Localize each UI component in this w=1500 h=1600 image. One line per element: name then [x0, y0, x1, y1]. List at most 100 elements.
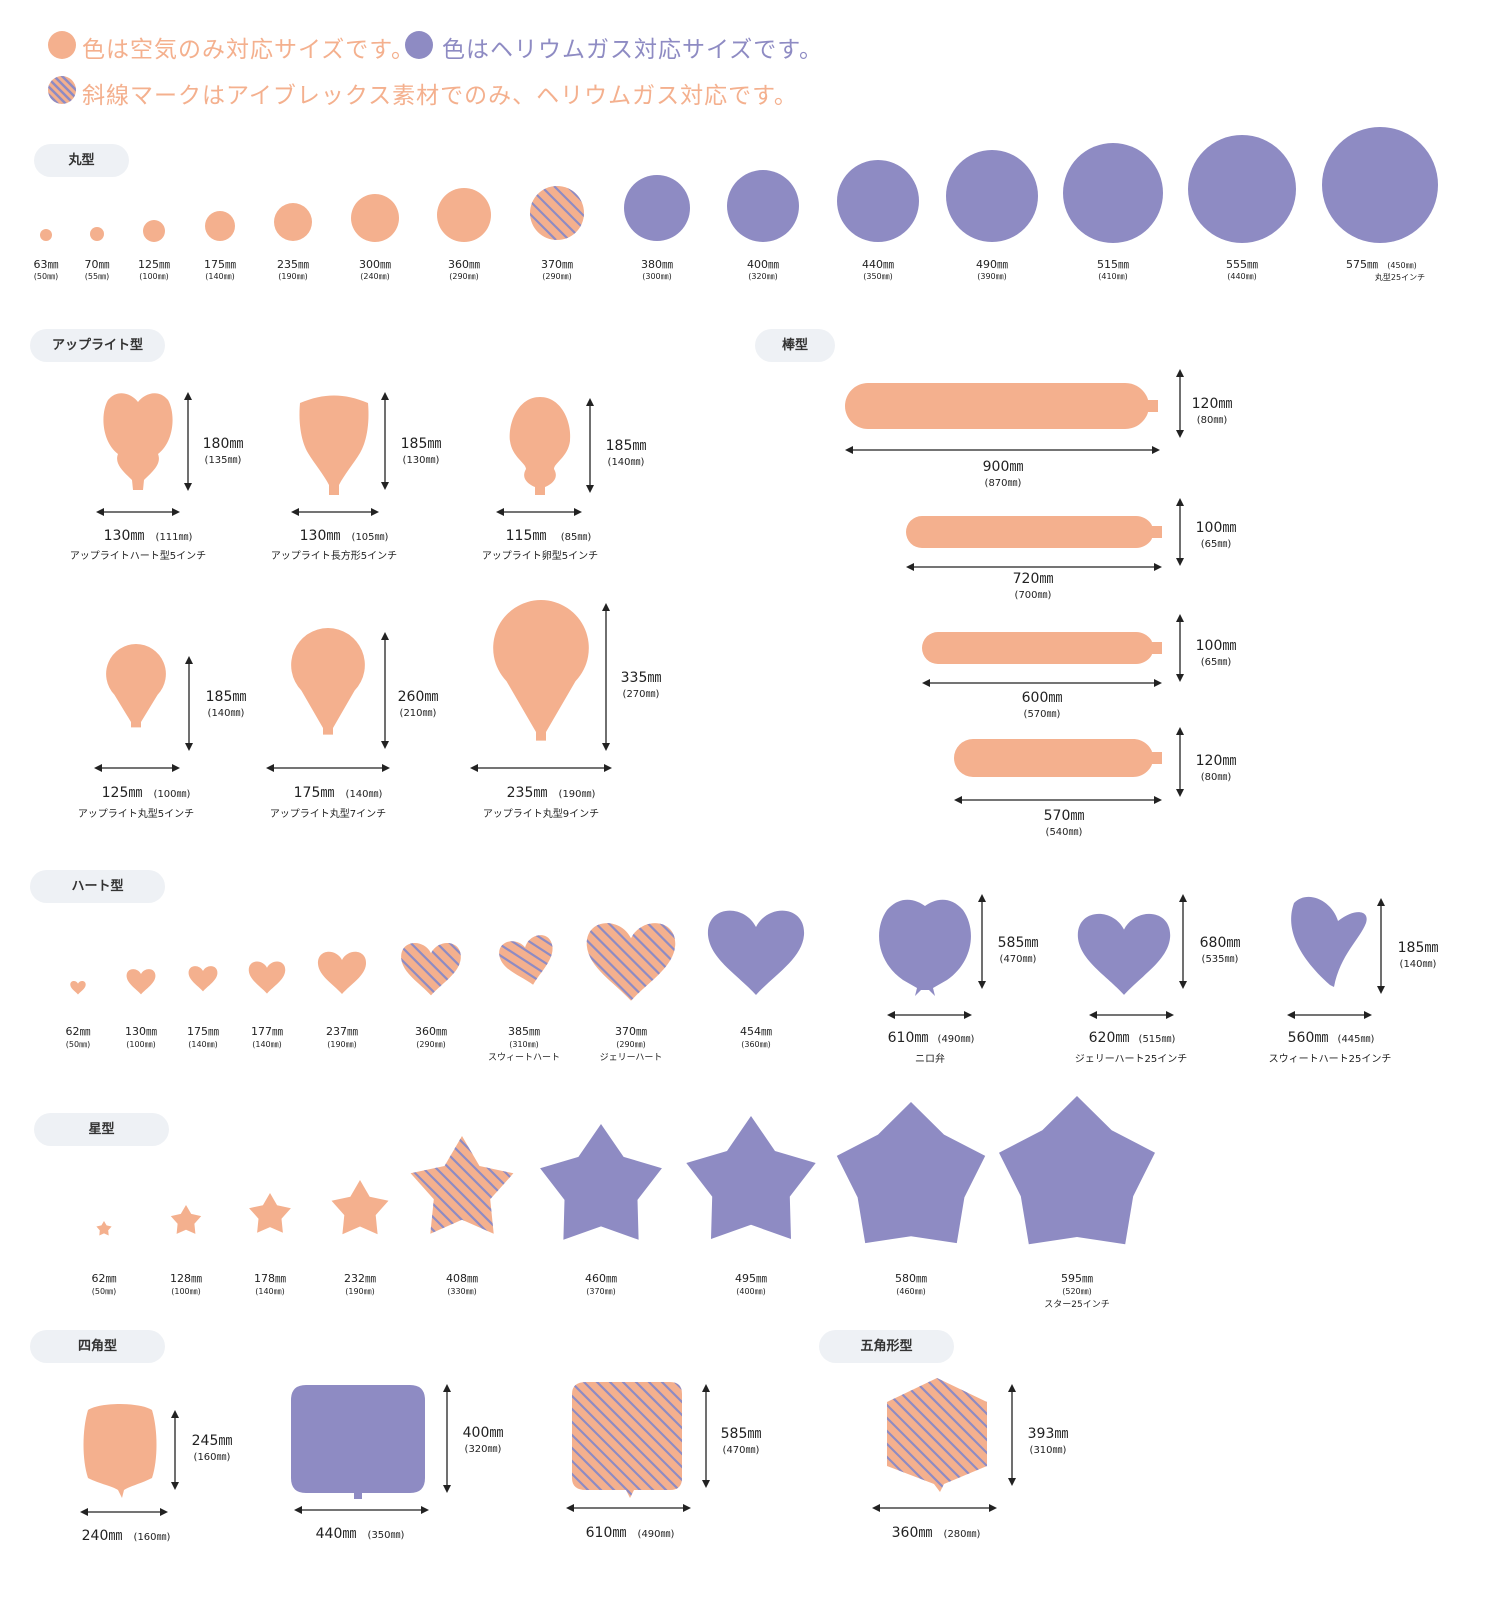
heart-size-label: 385㎜: [508, 1025, 540, 1038]
heart-size-label: 62㎜: [66, 1025, 91, 1038]
stick-balloon: [906, 516, 1162, 548]
heart-inner-size-label: (190㎜): [327, 1040, 357, 1049]
round-note-label: 丸型25インチ: [1375, 272, 1425, 282]
stick-diameter-arrow: [1176, 614, 1184, 682]
upright-width-arrow: [470, 764, 612, 772]
round-balloon: [946, 150, 1038, 242]
upright-name-label: アップライト長方形5インチ: [271, 549, 397, 562]
upright-width-inner-label: (111㎜): [156, 532, 193, 543]
square-width-inner-label: (350㎜): [368, 1530, 405, 1541]
star-size-label: 62㎜: [92, 1272, 117, 1285]
star-size-label: 178㎜: [254, 1272, 286, 1285]
round-inner-size-label: (55㎜): [85, 272, 109, 281]
heart-size-label: 130㎜: [125, 1025, 157, 1038]
upright-height-label: 335㎜: [621, 670, 662, 686]
square-width-label: 610㎜: [586, 1525, 627, 1541]
upright-name-label: アップライト丸型9インチ: [483, 807, 599, 820]
upright-height-arrow: [185, 656, 193, 751]
square-height-inner-label: (470㎜): [723, 1445, 760, 1456]
round-inner-size-label: (440㎜): [1227, 272, 1257, 281]
round-balloon: [437, 188, 491, 242]
large-heart-height-arrow: [1179, 894, 1187, 989]
stick-diameter-inner-label: (80㎜): [1201, 772, 1232, 783]
section-pentagon-label: 五角形型: [819, 1330, 954, 1363]
large-heart-height-inner-label: (535㎜): [1202, 954, 1239, 965]
square-width-arrow: [80, 1508, 168, 1516]
upright-width-label: 130㎜: [104, 528, 145, 544]
upright-width-arrow: [96, 508, 180, 516]
star-inner-size-label: (330㎜): [447, 1287, 477, 1296]
square-balloon: [572, 1382, 682, 1498]
round-inner-size-label: (390㎜): [977, 272, 1007, 281]
stick-balloon: [845, 383, 1158, 429]
upright-balloon: [106, 644, 166, 728]
large-heart-height-label: 185㎜: [1398, 940, 1439, 956]
upright-balloon: [493, 600, 589, 741]
stick-diameter-label: 120㎜: [1196, 753, 1237, 769]
star-size-label: 128㎜: [170, 1272, 202, 1285]
pentagon-height-inner-label: (310㎜): [1030, 1445, 1067, 1456]
pentagon-height-arrow: [1008, 1384, 1016, 1486]
round-size-label: 515㎜: [1097, 258, 1129, 271]
upright-height-arrow: [602, 603, 610, 751]
square-balloon: [83, 1404, 157, 1498]
stick-diameter-arrow: [1176, 727, 1184, 797]
upright-width-inner-label: (100㎜): [154, 789, 191, 800]
star-inner-size-label: (50㎜): [92, 1287, 116, 1296]
stick-length-inner-label: (570㎜): [1024, 709, 1061, 720]
heart-size-label: 237㎜: [326, 1025, 358, 1038]
heart-inner-size-label: (360㎜): [741, 1040, 771, 1049]
heart-inner-size-label: (100㎜): [126, 1040, 156, 1049]
round-balloon: [40, 229, 52, 241]
stripe-legend-text: 斜線マークはアイブレックス素材でのみ、ヘリウムガス対応です。: [82, 83, 798, 109]
upright-width-label: 130㎜: [300, 528, 341, 544]
round-inner-size-label: (140㎜): [205, 272, 235, 281]
upright-width-label: 235㎜: [507, 785, 548, 801]
round-balloon: [624, 175, 690, 241]
round-size-label: 63㎜: [34, 258, 59, 271]
upright-height-inner-label: (210㎜): [400, 708, 437, 719]
upright-width-arrow: [496, 508, 582, 516]
upright-height-label: 185㎜: [401, 436, 442, 452]
heart-balloon: [248, 961, 286, 994]
stick-length-inner-label: (700㎜): [1015, 590, 1052, 601]
star-size-label: 408㎜: [446, 1272, 478, 1285]
square-height-inner-label: (160㎜): [194, 1452, 231, 1463]
round-balloon: [727, 170, 799, 242]
star-size-label: 460㎜: [585, 1272, 617, 1285]
star-balloon: [96, 1221, 112, 1236]
star-note-label: スター25インチ: [1044, 1299, 1109, 1310]
stick-diameter-label: 100㎜: [1196, 520, 1237, 536]
star-inner-size-label: (190㎜): [345, 1287, 375, 1296]
stick-diameter-label: 120㎜: [1192, 396, 1233, 412]
pentagon-width-label: 360㎜: [892, 1525, 933, 1541]
star-size-label: 580㎜: [895, 1272, 927, 1285]
upright-height-label: 185㎜: [606, 438, 647, 454]
heart-note-label: ジェリーハート: [600, 1053, 663, 1063]
large-heart-balloon: [1077, 913, 1171, 995]
round-inner-size-label: (410㎜): [1098, 272, 1128, 281]
large-heart-name-label: スウィートハート25インチ: [1269, 1053, 1392, 1065]
star-inner-size-label: (400㎜): [736, 1287, 766, 1296]
stick-balloon: [922, 632, 1162, 664]
square-height-inner-label: (320㎜): [465, 1444, 502, 1455]
upright-name-label: アップライト丸型5インチ: [78, 807, 194, 820]
round-size-label: 440㎜: [862, 258, 894, 271]
round-size-label: 370㎜: [541, 258, 573, 271]
round-inner-size-label: (290㎜): [542, 272, 572, 281]
stick-length-inner-label: (870㎜): [985, 478, 1022, 489]
stick-length-arrow: [845, 446, 1160, 454]
section-stick-label: 棒型: [755, 329, 835, 362]
round-size-label: 125㎜: [138, 258, 170, 271]
heart-size-label: 454㎜: [740, 1025, 772, 1038]
stick-length-label: 600㎜: [1022, 690, 1063, 706]
upright-width-label: 175㎜: [294, 785, 335, 801]
heart-balloon: [70, 980, 86, 995]
round-balloon: [143, 220, 165, 242]
square-balloon: [291, 1385, 425, 1499]
heart-size-label: 370㎜: [615, 1025, 647, 1038]
heart-size-label: 177㎜: [251, 1025, 283, 1038]
upright-height-arrow: [381, 632, 389, 749]
section-round-label: 丸型: [34, 144, 129, 177]
stick-length-arrow: [954, 796, 1162, 804]
